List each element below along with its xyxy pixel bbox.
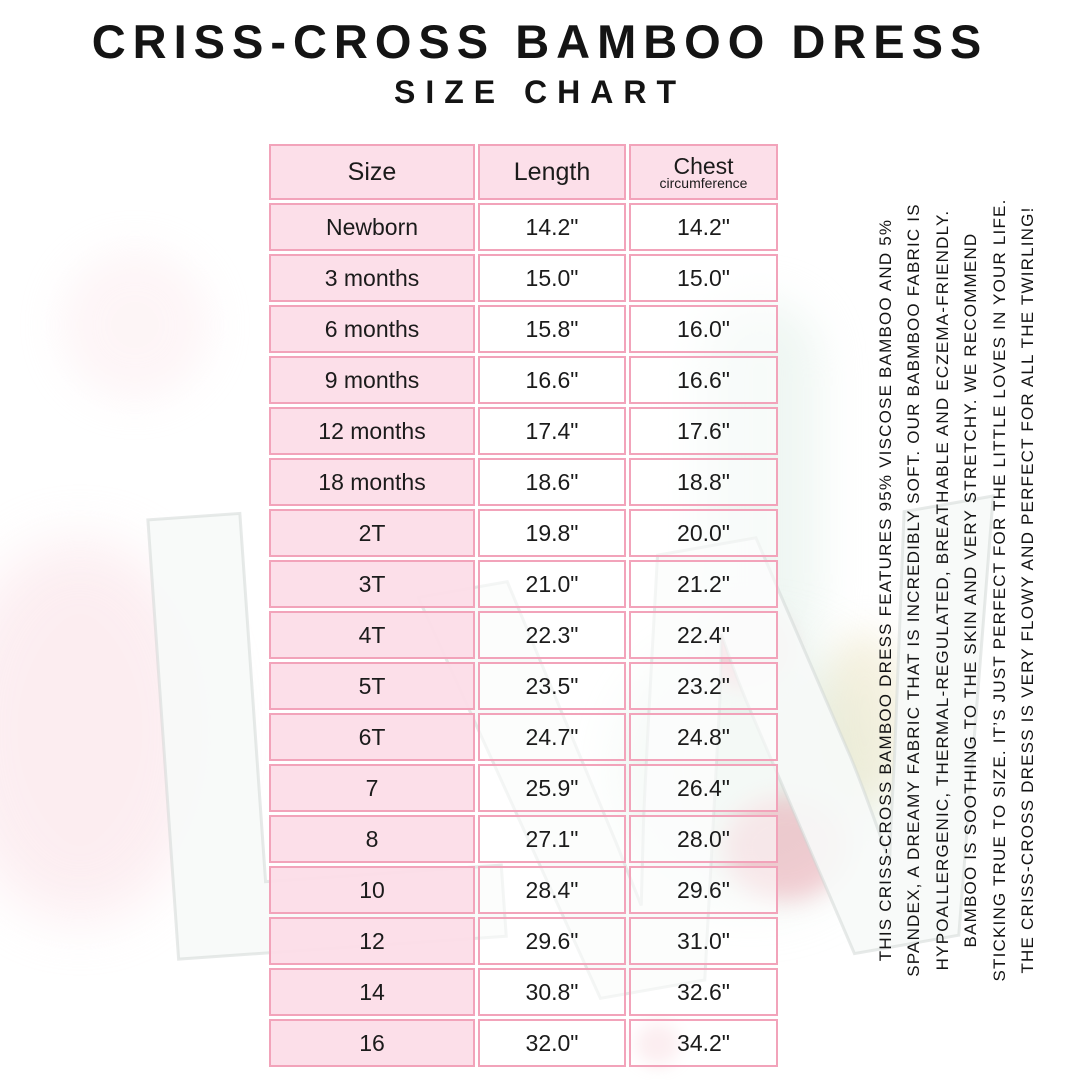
side-note: THIS CRISS-CROSS BAMBOO DRESS FEATURES 9… [876, 110, 1038, 1070]
length-cell: 24.7" [478, 713, 626, 761]
table-row: 7 25.9" 26.4" [269, 764, 778, 812]
chest-cell: 29.6" [629, 866, 778, 914]
size-cell: Newborn [269, 203, 475, 251]
length-cell: 28.4" [478, 866, 626, 914]
side-note-line: BAMBOO IS SOOTHING TO THE SKIN AND VERY … [961, 232, 981, 948]
table-row: 2T 19.8" 20.0" [269, 509, 778, 557]
table-row: Newborn 14.2" 14.2" [269, 203, 778, 251]
chest-cell: 34.2" [629, 1019, 778, 1067]
size-cell: 9 months [269, 356, 475, 404]
size-cell: 7 [269, 764, 475, 812]
side-note-line: THIS CRISS-CROSS BAMBOO DRESS FEATURES 9… [876, 218, 895, 962]
table-header-row: Size Length Chest circumference [269, 144, 778, 200]
size-cell: 4T [269, 611, 475, 659]
watermark-pink-blob-small [60, 250, 210, 400]
length-cell: 32.0" [478, 1019, 626, 1067]
table-row: 6 months 15.8" 16.0" [269, 305, 778, 353]
header-length: Length [478, 144, 626, 200]
length-cell: 19.8" [478, 509, 626, 557]
size-cell: 6T [269, 713, 475, 761]
length-cell: 22.3" [478, 611, 626, 659]
length-cell: 23.5" [478, 662, 626, 710]
size-cell: 8 [269, 815, 475, 863]
size-cell: 12 [269, 917, 475, 965]
chest-cell: 18.8" [629, 458, 778, 506]
chest-cell: 20.0" [629, 509, 778, 557]
table-row: 3T 21.0" 21.2" [269, 560, 778, 608]
table-row: 16 32.0" 34.2" [269, 1019, 778, 1067]
chest-cell: 23.2" [629, 662, 778, 710]
side-note-text: THIS CRISS-CROSS BAMBOO DRESS FEATURES 9… [876, 110, 1038, 1070]
length-cell: 21.0" [478, 560, 626, 608]
length-cell: 17.4" [478, 407, 626, 455]
side-note-line: STICKING TRUE TO SIZE. IT’S JUST PERFECT… [989, 198, 1009, 982]
table-row: 12 29.6" 31.0" [269, 917, 778, 965]
chest-cell: 26.4" [629, 764, 778, 812]
chest-cell: 28.0" [629, 815, 778, 863]
table-row: 8 27.1" 28.0" [269, 815, 778, 863]
length-cell: 30.8" [478, 968, 626, 1016]
length-cell: 15.0" [478, 254, 626, 302]
length-cell: 18.6" [478, 458, 626, 506]
header-chest-sublabel: circumference [659, 175, 748, 191]
size-cell: 2T [269, 509, 475, 557]
page-subtitle: SIZE CHART [394, 74, 686, 110]
chest-cell: 24.8" [629, 713, 778, 761]
side-note-line: HYPOALLERGENIC, THERMAL-REGULATED, BREAT… [932, 209, 952, 971]
chest-cell: 17.6" [629, 407, 778, 455]
length-cell: 29.6" [478, 917, 626, 965]
table-row: 12 months 17.4" 17.6" [269, 407, 778, 455]
header-chest-label: Chest [673, 153, 734, 179]
size-cell: 16 [269, 1019, 475, 1067]
chest-cell: 31.0" [629, 917, 778, 965]
chest-cell: 22.4" [629, 611, 778, 659]
length-cell: 16.6" [478, 356, 626, 404]
length-cell: 15.8" [478, 305, 626, 353]
size-cell: 5T [269, 662, 475, 710]
table-row: 9 months 16.6" 16.6" [269, 356, 778, 404]
length-cell: 27.1" [478, 815, 626, 863]
side-note-line: THE CRISS-CROSS DRESS IS VERY FLOWY AND … [1017, 206, 1037, 974]
size-chart-body: Newborn 14.2" 14.2" 3 months 15.0" 15.0" 6 mon… [269, 203, 778, 1067]
size-chart-table: Size Length Chest circumference Newborn 1… [266, 141, 781, 1070]
table-row: 5T 23.5" 23.2" [269, 662, 778, 710]
table-row: 10 28.4" 29.6" [269, 866, 778, 914]
side-note-line: SPANDEX, A DREAMY FABRIC THAT IS INCREDI… [904, 203, 924, 977]
watermark-pink-blob [0, 540, 210, 920]
chest-cell: 32.6" [629, 968, 778, 1016]
table-row: 6T 24.7" 24.8" [269, 713, 778, 761]
chest-cell: 16.6" [629, 356, 778, 404]
table-row: 18 months 18.6" 18.8" [269, 458, 778, 506]
chest-cell: 14.2" [629, 203, 778, 251]
chest-cell: 16.0" [629, 305, 778, 353]
size-cell: 3T [269, 560, 475, 608]
header-size: Size [269, 144, 475, 200]
size-chart-table-wrap: Size Length Chest circumference Newborn 1… [266, 141, 781, 1070]
size-cell: 18 months [269, 458, 475, 506]
table-row: 4T 22.3" 22.4" [269, 611, 778, 659]
size-cell: 3 months [269, 254, 475, 302]
length-cell: 25.9" [478, 764, 626, 812]
size-cell: 10 [269, 866, 475, 914]
size-cell: 14 [269, 968, 475, 1016]
size-cell: 6 months [269, 305, 475, 353]
chest-cell: 15.0" [629, 254, 778, 302]
length-cell: 14.2" [478, 203, 626, 251]
table-row: 14 30.8" 32.6" [269, 968, 778, 1016]
size-cell: 12 months [269, 407, 475, 455]
chest-cell: 21.2" [629, 560, 778, 608]
header-chest: Chest circumference [629, 144, 778, 200]
table-row: 3 months 15.0" 15.0" [269, 254, 778, 302]
page-title: CRISS-CROSS BAMBOO DRESS [91, 15, 989, 68]
